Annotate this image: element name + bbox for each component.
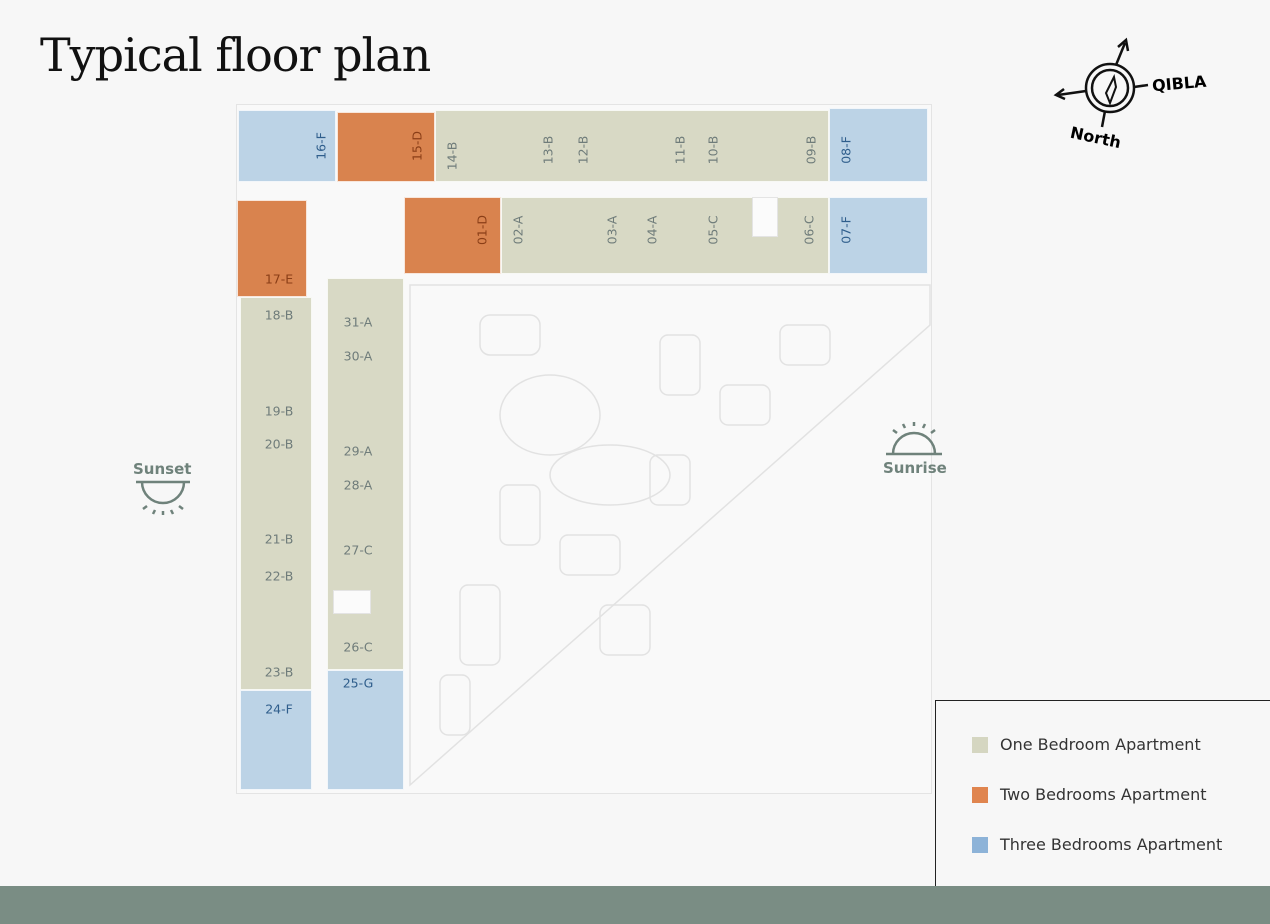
unit-label: 22-B bbox=[264, 568, 294, 584]
unit-label: 05-C bbox=[705, 215, 721, 245]
unit-label: 07-F bbox=[838, 216, 854, 244]
unit-24-F[interactable] bbox=[240, 690, 312, 790]
legend-label: One Bedroom Apartment bbox=[1000, 735, 1201, 754]
unit-label: 30-A bbox=[343, 348, 373, 364]
compass-icon bbox=[1053, 37, 1149, 128]
unit-label: 06-C bbox=[801, 215, 817, 245]
unit-label: 15-D bbox=[409, 130, 425, 162]
unit-label: 03-A bbox=[604, 215, 620, 245]
unit-15-D[interactable] bbox=[337, 112, 435, 182]
floor-plan: 16-F 15-D 14-B 13-B 12-B 11-B 10-B 09-B … bbox=[236, 104, 932, 794]
unit-label: 04-A bbox=[644, 215, 660, 245]
unit-01-D[interactable] bbox=[404, 197, 501, 274]
unit-row-top[interactable] bbox=[435, 110, 829, 182]
courtyard-landscape bbox=[409, 284, 931, 787]
unit-label: 17-E bbox=[264, 271, 294, 287]
unit-label: 13-B bbox=[540, 135, 556, 165]
unit-16-F[interactable] bbox=[238, 110, 336, 182]
stair bbox=[333, 590, 371, 614]
unit-label: 09-B bbox=[803, 135, 819, 165]
unit-17-E[interactable] bbox=[237, 200, 307, 297]
sunrise-label: Sunrise bbox=[883, 459, 947, 477]
sunset-icon bbox=[136, 480, 190, 515]
unit-label: 01-D bbox=[474, 214, 490, 246]
unit-25-G[interactable] bbox=[327, 670, 404, 790]
unit-label: 14-B bbox=[444, 141, 460, 171]
legend-swatch bbox=[972, 736, 988, 753]
unit-label: 23-B bbox=[264, 664, 294, 680]
unit-column-left[interactable] bbox=[240, 297, 312, 690]
legend-item-one-bedroom: One Bedroom Apartment bbox=[972, 735, 1201, 754]
page-title: Typical floor plan bbox=[40, 28, 431, 82]
stair bbox=[752, 197, 778, 237]
unit-label: 18-B bbox=[264, 307, 294, 323]
legend-swatch bbox=[972, 786, 988, 803]
legend: One Bedroom Apartment Two Bedrooms Apart… bbox=[935, 700, 1270, 887]
unit-label: 20-B bbox=[264, 436, 294, 452]
legend-item-three-bedrooms: Three Bedrooms Apartment bbox=[972, 835, 1222, 854]
unit-label: 25-G bbox=[342, 675, 374, 691]
unit-label: 16-F bbox=[313, 132, 329, 160]
unit-label: 21-B bbox=[264, 531, 294, 547]
sunset-label: Sunset bbox=[133, 460, 192, 478]
legend-label: Two Bedrooms Apartment bbox=[1000, 785, 1207, 804]
unit-label: 24-F bbox=[265, 701, 293, 717]
unit-label: 26-C bbox=[343, 639, 373, 655]
unit-label: 12-B bbox=[575, 135, 591, 165]
legend-item-two-bedrooms: Two Bedrooms Apartment bbox=[972, 785, 1206, 804]
unit-row-second[interactable] bbox=[501, 197, 829, 274]
unit-label: 29-A bbox=[343, 443, 373, 459]
unit-07-F[interactable] bbox=[829, 197, 928, 274]
sunrise-icon bbox=[886, 422, 942, 456]
legend-label: Three Bedrooms Apartment bbox=[1000, 835, 1223, 854]
unit-label: 19-B bbox=[264, 403, 294, 419]
unit-label: 11-B bbox=[672, 135, 688, 165]
unit-label: 28-A bbox=[343, 477, 373, 493]
unit-label: 10-B bbox=[705, 135, 721, 165]
unit-label: 08-F bbox=[838, 136, 854, 164]
footer-band bbox=[0, 886, 1270, 924]
unit-label: 27-C bbox=[343, 542, 373, 558]
legend-swatch bbox=[972, 836, 988, 853]
unit-label: 31-A bbox=[343, 314, 373, 330]
unit-08-F[interactable] bbox=[829, 108, 928, 182]
unit-label: 02-A bbox=[510, 215, 526, 245]
